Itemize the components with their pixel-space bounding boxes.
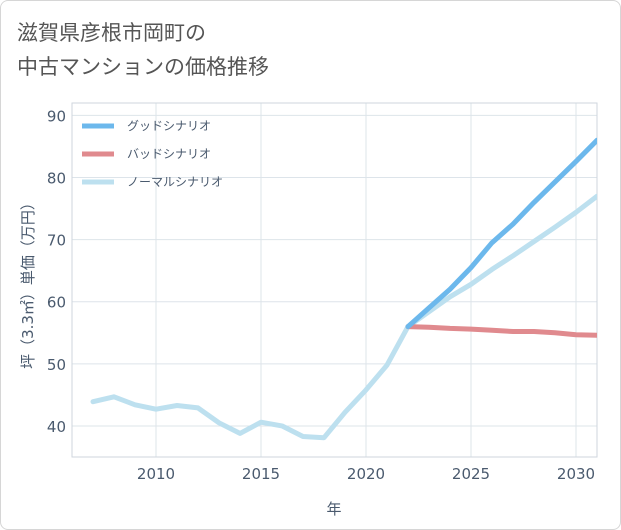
series-line-3: [90, 193, 597, 441]
legend-label: グッドシナリオ: [127, 119, 211, 133]
plot-area: [71, 102, 598, 458]
y-axis: 40 50 60 70 80 90: [47, 107, 66, 436]
y-tick-label: 70: [47, 232, 66, 250]
series-line-1: [405, 137, 597, 330]
x-axis-label: 年: [326, 500, 341, 518]
chart-title: 滋賀県彦根市岡町の 中古マンションの価格推移: [17, 16, 269, 84]
y-tick-label: 60: [47, 294, 66, 312]
x-tick-label: 2015: [242, 465, 280, 483]
y-tick-label: 80: [47, 170, 66, 188]
x-axis: 2010 2015 2020 2025 2030: [137, 465, 595, 483]
x-tick-label: 2030: [557, 465, 595, 483]
chart-title-line-1: 滋賀県彦根市岡町の: [17, 21, 206, 45]
x-tick-label: 2020: [347, 465, 385, 483]
series-line-2: [405, 324, 597, 338]
legend-label: バッドシナリオ: [127, 147, 211, 161]
y-tick-label: 40: [47, 418, 66, 436]
y-tick-label: 90: [47, 107, 66, 125]
x-tick-label: 2010: [137, 465, 175, 483]
y-axis-label: 坪（3.3㎡）単価（万円）: [19, 195, 37, 369]
chart-title-line-2: 中古マンションの価格推移: [17, 55, 269, 79]
grid: [72, 103, 597, 457]
x-tick-label: 2025: [452, 465, 490, 483]
y-tick-label: 50: [47, 356, 66, 374]
series-lines: [90, 137, 597, 441]
legend-label: ノーマルシナリオ: [127, 175, 223, 189]
